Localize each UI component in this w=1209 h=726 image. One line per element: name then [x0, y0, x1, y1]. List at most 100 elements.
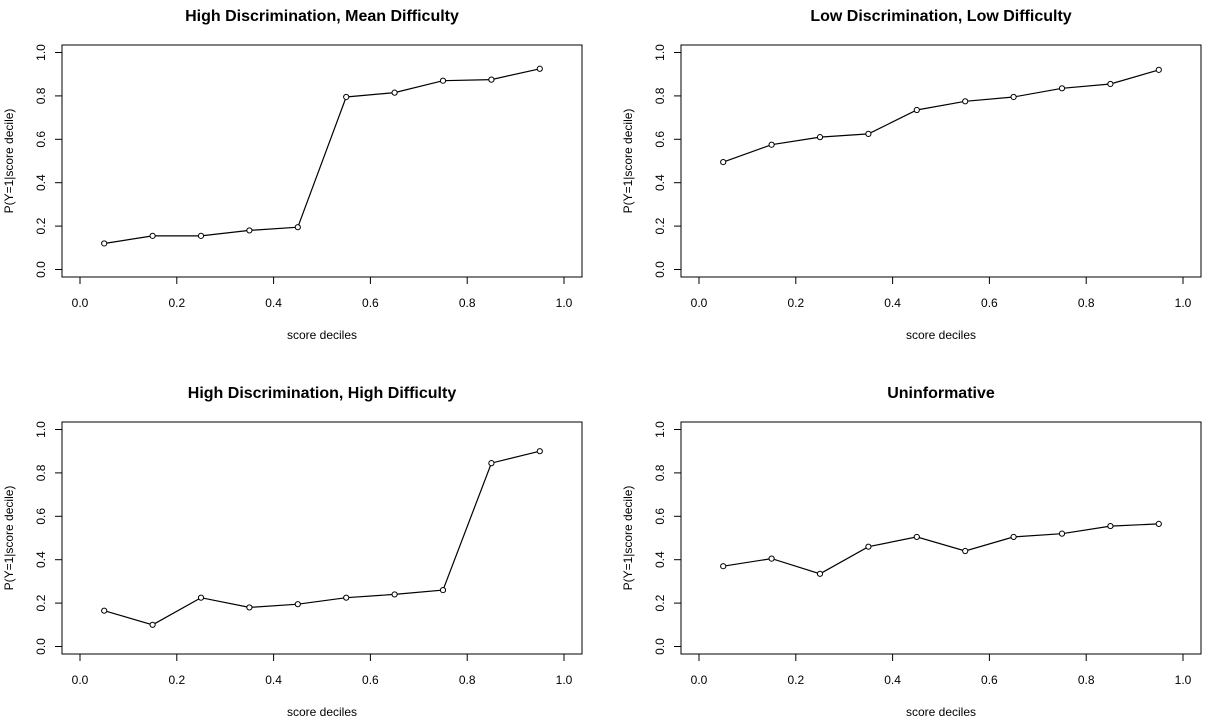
- x-tick-label: 1.0: [556, 296, 573, 310]
- x-tick-label: 0.4: [884, 296, 901, 310]
- y-tick-label: 0.6: [653, 131, 667, 148]
- series-line: [104, 450, 540, 626]
- y-tick-label: 1.0: [34, 421, 48, 438]
- x-tick-label: 1.0: [1175, 673, 1192, 687]
- series-line: [104, 68, 540, 245]
- data-point: [1010, 533, 1017, 541]
- y-tick-label: 0.0: [653, 261, 667, 278]
- y-tick-label: 0.4: [34, 551, 48, 568]
- data-point: [913, 533, 920, 541]
- y-tick-label: 0.4: [653, 551, 667, 568]
- data-point: [962, 547, 969, 555]
- data-point: [1010, 93, 1017, 101]
- data-point: [865, 130, 872, 137]
- data-point: [1155, 66, 1162, 73]
- data-point: [488, 460, 495, 467]
- data-point: [149, 232, 156, 239]
- x-axis-label: score deciles: [906, 328, 976, 342]
- data-point: [439, 586, 447, 594]
- chart-title: Low Discrimination, Low Difficulty: [810, 8, 1071, 25]
- chart-panel-4: Uninformative 0.0 0.2 0.4 0.6 0.8 1.0 0.0 0.2 0.4…: [621, 385, 1202, 719]
- x-tick-label: 0.4: [265, 296, 282, 310]
- chart-panel-1: High Discrimination, Mean Difficulty 0.0 0…: [2, 8, 583, 342]
- x-tick-label: 0.0: [72, 296, 89, 310]
- data-point: [1155, 520, 1162, 527]
- data-point: [488, 76, 495, 83]
- y-tick-label: 0.6: [34, 131, 48, 148]
- x-tick-label: 0.6: [981, 673, 998, 687]
- data-point: [720, 563, 727, 570]
- data-point: [913, 106, 920, 114]
- data-point: [536, 65, 543, 72]
- x-tick-label: 0.0: [691, 673, 708, 687]
- x-tick-label: 0.4: [265, 673, 282, 687]
- x-tick-label: 0.2: [168, 673, 185, 687]
- y-tick-label: 0.2: [653, 594, 667, 611]
- chart-title: High Discrimination, Mean Difficulty: [185, 8, 459, 25]
- x-tick-label: 0.0: [691, 296, 708, 310]
- y-tick-label: 1.0: [653, 44, 667, 61]
- x-axis-label: score deciles: [906, 705, 976, 719]
- data-point: [391, 89, 398, 96]
- x-tick-label: 0.2: [787, 296, 804, 310]
- y-axis-label: P(Y=1|score decile): [2, 109, 16, 214]
- plot-frame: [680, 421, 1202, 655]
- chart-title: Uninformative: [887, 385, 995, 402]
- data-point: [816, 134, 824, 141]
- y-tick-label: 0.8: [34, 87, 48, 104]
- data-point: [246, 604, 253, 611]
- x-tick-label: 0.6: [362, 673, 379, 687]
- y-tick-label: 1.0: [34, 44, 48, 61]
- y-tick-label: 0.4: [34, 174, 48, 191]
- data-point: [1107, 80, 1114, 88]
- data-point: [391, 591, 398, 598]
- x-tick-label: 0.6: [362, 296, 379, 310]
- x-tick-label: 0.2: [168, 296, 185, 310]
- y-tick-label: 0.6: [653, 508, 667, 525]
- data-point: [149, 621, 156, 628]
- y-tick-label: 0.0: [34, 638, 48, 655]
- x-tick-label: 0.8: [459, 296, 476, 310]
- data-point: [720, 158, 727, 166]
- x-tick-label: 0.2: [787, 673, 804, 687]
- data-point: [101, 607, 108, 614]
- x-tick-label: 0.4: [884, 673, 901, 687]
- data-point: [294, 224, 301, 231]
- x-axis-label: score deciles: [287, 328, 357, 342]
- y-tick-label: 0.8: [34, 464, 48, 481]
- data-point: [197, 594, 205, 601]
- x-tick-label: 1.0: [556, 673, 573, 687]
- data-point: [536, 448, 543, 455]
- x-tick-label: 0.6: [981, 296, 998, 310]
- data-point: [101, 240, 108, 247]
- data-point: [962, 98, 969, 105]
- x-tick-label: 0.8: [1078, 673, 1095, 687]
- data-point: [343, 594, 350, 601]
- y-tick-label: 0.4: [653, 174, 667, 191]
- data-point: [865, 543, 872, 550]
- y-tick-label: 0.6: [34, 508, 48, 525]
- data-point: [768, 141, 775, 148]
- y-tick-label: 0.2: [653, 217, 667, 234]
- y-tick-label: 0.2: [34, 594, 48, 611]
- y-axis-label: P(Y=1|score decile): [621, 486, 635, 591]
- data-point: [197, 232, 205, 239]
- data-point: [343, 93, 350, 101]
- y-tick-label: 0.8: [653, 87, 667, 104]
- series-line: [723, 523, 1159, 575]
- y-axis-label: P(Y=1|score decile): [2, 486, 16, 591]
- x-tick-label: 0.8: [1078, 296, 1095, 310]
- x-tick-label: 1.0: [1175, 296, 1192, 310]
- y-tick-label: 0.0: [34, 261, 48, 278]
- y-tick-label: 0.0: [653, 638, 667, 655]
- y-axis-label: P(Y=1|score decile): [621, 109, 635, 214]
- data-point: [246, 227, 253, 234]
- chart-title: High Discrimination, High Difficulty: [188, 385, 457, 402]
- x-tick-label: 0.8: [459, 673, 476, 687]
- data-point: [1107, 522, 1114, 530]
- data-point: [1058, 85, 1066, 92]
- data-point: [439, 77, 447, 84]
- chart-panel-2: Low Discrimination, Low Difficulty 0.0 0.2…: [621, 8, 1202, 342]
- x-tick-label: 0.0: [72, 673, 89, 687]
